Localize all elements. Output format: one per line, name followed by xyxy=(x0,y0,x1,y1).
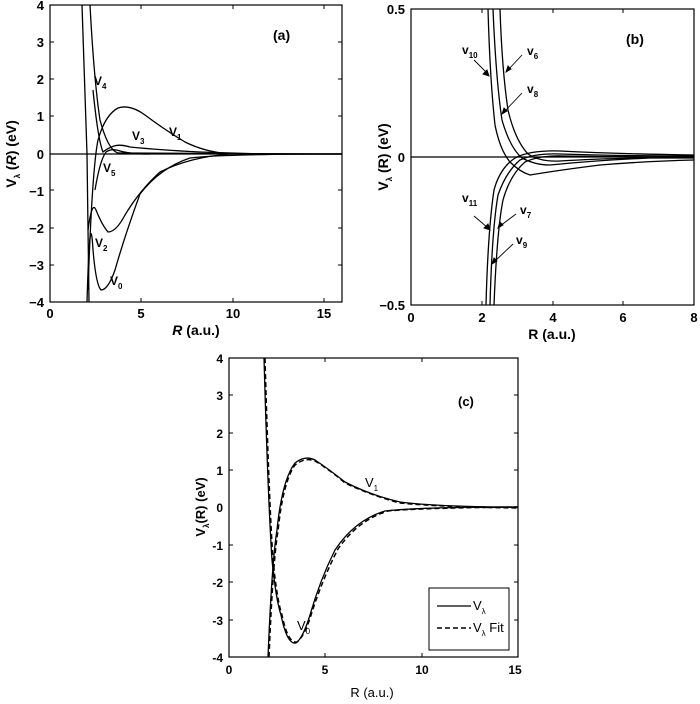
panel-b-annotations: v10 v6 v8 v11 v7 v9 xyxy=(462,43,539,250)
panel-a-tag: (a) xyxy=(273,27,290,43)
panel-b-xticklabels: 0 2 4 6 8 xyxy=(407,310,697,325)
svg-text:3: 3 xyxy=(37,35,44,50)
panel-b-curves xyxy=(485,8,695,306)
label-V10: v10 xyxy=(462,43,478,60)
svg-text:0: 0 xyxy=(37,147,44,162)
legend-entry-fit: Vλ Fit xyxy=(473,620,504,638)
panel-c-ylabel: Vλ(R) (eV) xyxy=(193,477,211,536)
svg-text:3: 3 xyxy=(216,389,223,403)
label-V0: V0 xyxy=(110,274,123,291)
panel-c-xticklabels: 0 5 10 15 xyxy=(226,663,522,677)
panel-b: 0.5 0 −0.5 0 2 4 6 8 R (a.u.) Vλ (R) (eV… xyxy=(375,2,698,342)
panel-c-yticklabels: 4 3 2 1 0 -1 -2 -3 -4 xyxy=(212,352,223,665)
svg-text:2: 2 xyxy=(216,427,223,441)
panel-a-ticks xyxy=(50,5,342,302)
label-V11: v11 xyxy=(462,191,478,208)
svg-text:0: 0 xyxy=(46,306,53,321)
panel-c-legend: Vλ Vλ Fit xyxy=(428,587,510,651)
curve-V7 xyxy=(493,155,695,306)
svg-text:1: 1 xyxy=(216,464,223,478)
curve-V2 xyxy=(87,153,342,233)
svg-text:8: 8 xyxy=(690,310,697,325)
label-V2: V2 xyxy=(95,236,108,253)
panel-a-yticklabels: 4 3 2 1 0 −1 −2 −3 −4 xyxy=(29,0,45,310)
svg-text:−3: −3 xyxy=(29,258,44,273)
label-V9: v9 xyxy=(516,233,528,250)
panel-c-annotations: V1 V0 xyxy=(297,475,379,636)
svg-text:5: 5 xyxy=(137,306,144,321)
label-V1: V1 xyxy=(365,475,379,493)
panel-b-xlabel: R (a.u.) xyxy=(528,326,575,342)
svg-text:15: 15 xyxy=(317,306,331,321)
curve-V1-solid xyxy=(267,457,519,658)
label-V0: V0 xyxy=(297,618,311,636)
curve-V3 xyxy=(92,89,261,155)
curve-V8 xyxy=(492,8,694,166)
label-V6: v6 xyxy=(527,44,539,61)
curve-V5 xyxy=(94,149,151,191)
curve-V11 xyxy=(485,150,695,306)
panel-c-tag: (c) xyxy=(458,394,474,409)
svg-text:10: 10 xyxy=(415,663,429,677)
svg-text:0: 0 xyxy=(226,663,233,677)
panel-c: 4 3 2 1 0 -1 -2 -3 -4 0 5 10 15 R (a.u.)… xyxy=(193,352,522,700)
svg-text:5: 5 xyxy=(322,663,329,677)
svg-text:−4: −4 xyxy=(29,295,45,310)
svg-text:-4: -4 xyxy=(212,651,223,665)
panel-a-xticklabels: 0 5 10 15 xyxy=(46,306,331,321)
label-V3: V3 xyxy=(132,129,145,146)
svg-text:2: 2 xyxy=(478,310,485,325)
panel-a: 4 3 2 1 0 −1 −2 −3 −4 0 5 10 15 R (a.u.)… xyxy=(3,0,343,338)
svg-text:-1: -1 xyxy=(212,539,223,553)
panel-a-annotations: V4 V3 V1 V5 V2 V0 xyxy=(94,74,182,291)
curve-V1 xyxy=(87,106,342,291)
label-V5: V5 xyxy=(103,161,116,178)
curve-V1-fit xyxy=(268,458,519,658)
curve-V10 xyxy=(487,8,695,176)
panel-a-ylabel: Vλ (R) (eV) xyxy=(3,120,22,188)
legend-entry-solid: Vλ xyxy=(473,598,486,616)
svg-text:-2: -2 xyxy=(212,576,223,590)
label-V8: v8 xyxy=(527,82,539,99)
panel-b-yticklabels: 0.5 0 −0.5 xyxy=(379,2,405,313)
svg-text:0: 0 xyxy=(407,310,414,325)
curve-V9 xyxy=(489,153,695,306)
svg-text:−0.5: −0.5 xyxy=(379,298,405,313)
svg-text:0: 0 xyxy=(216,501,223,515)
panel-b-tag: (b) xyxy=(626,31,644,47)
panel-c-xlabel: R (a.u.) xyxy=(350,685,393,700)
panel-b-arrows xyxy=(473,54,523,266)
label-V7: v7 xyxy=(520,203,532,220)
panel-a-xlabel: R (a.u.) xyxy=(172,322,219,338)
curve-V0 xyxy=(86,153,343,303)
svg-text:0: 0 xyxy=(398,150,405,165)
label-V1: V1 xyxy=(169,125,182,142)
curve-V4 xyxy=(89,4,343,155)
svg-text:−2: −2 xyxy=(29,221,44,236)
svg-text:4: 4 xyxy=(216,352,223,366)
svg-text:−1: −1 xyxy=(29,184,44,199)
svg-text:10: 10 xyxy=(226,306,240,321)
svg-text:-3: -3 xyxy=(212,614,223,628)
curve-V0-fit xyxy=(264,357,519,643)
panel-a-curves xyxy=(81,4,343,303)
svg-text:1: 1 xyxy=(37,109,44,124)
panel-c-ticks xyxy=(229,358,518,657)
svg-text:4: 4 xyxy=(37,0,45,13)
svg-text:4: 4 xyxy=(549,310,557,325)
panel-c-curves xyxy=(263,357,519,658)
svg-text:0.5: 0.5 xyxy=(387,2,405,17)
label-V4: V4 xyxy=(94,74,107,91)
svg-text:15: 15 xyxy=(508,663,522,677)
svg-text:2: 2 xyxy=(37,72,44,87)
panel-b-ylabel: Vλ (R) (eV) xyxy=(375,123,394,190)
svg-text:6: 6 xyxy=(619,310,626,325)
